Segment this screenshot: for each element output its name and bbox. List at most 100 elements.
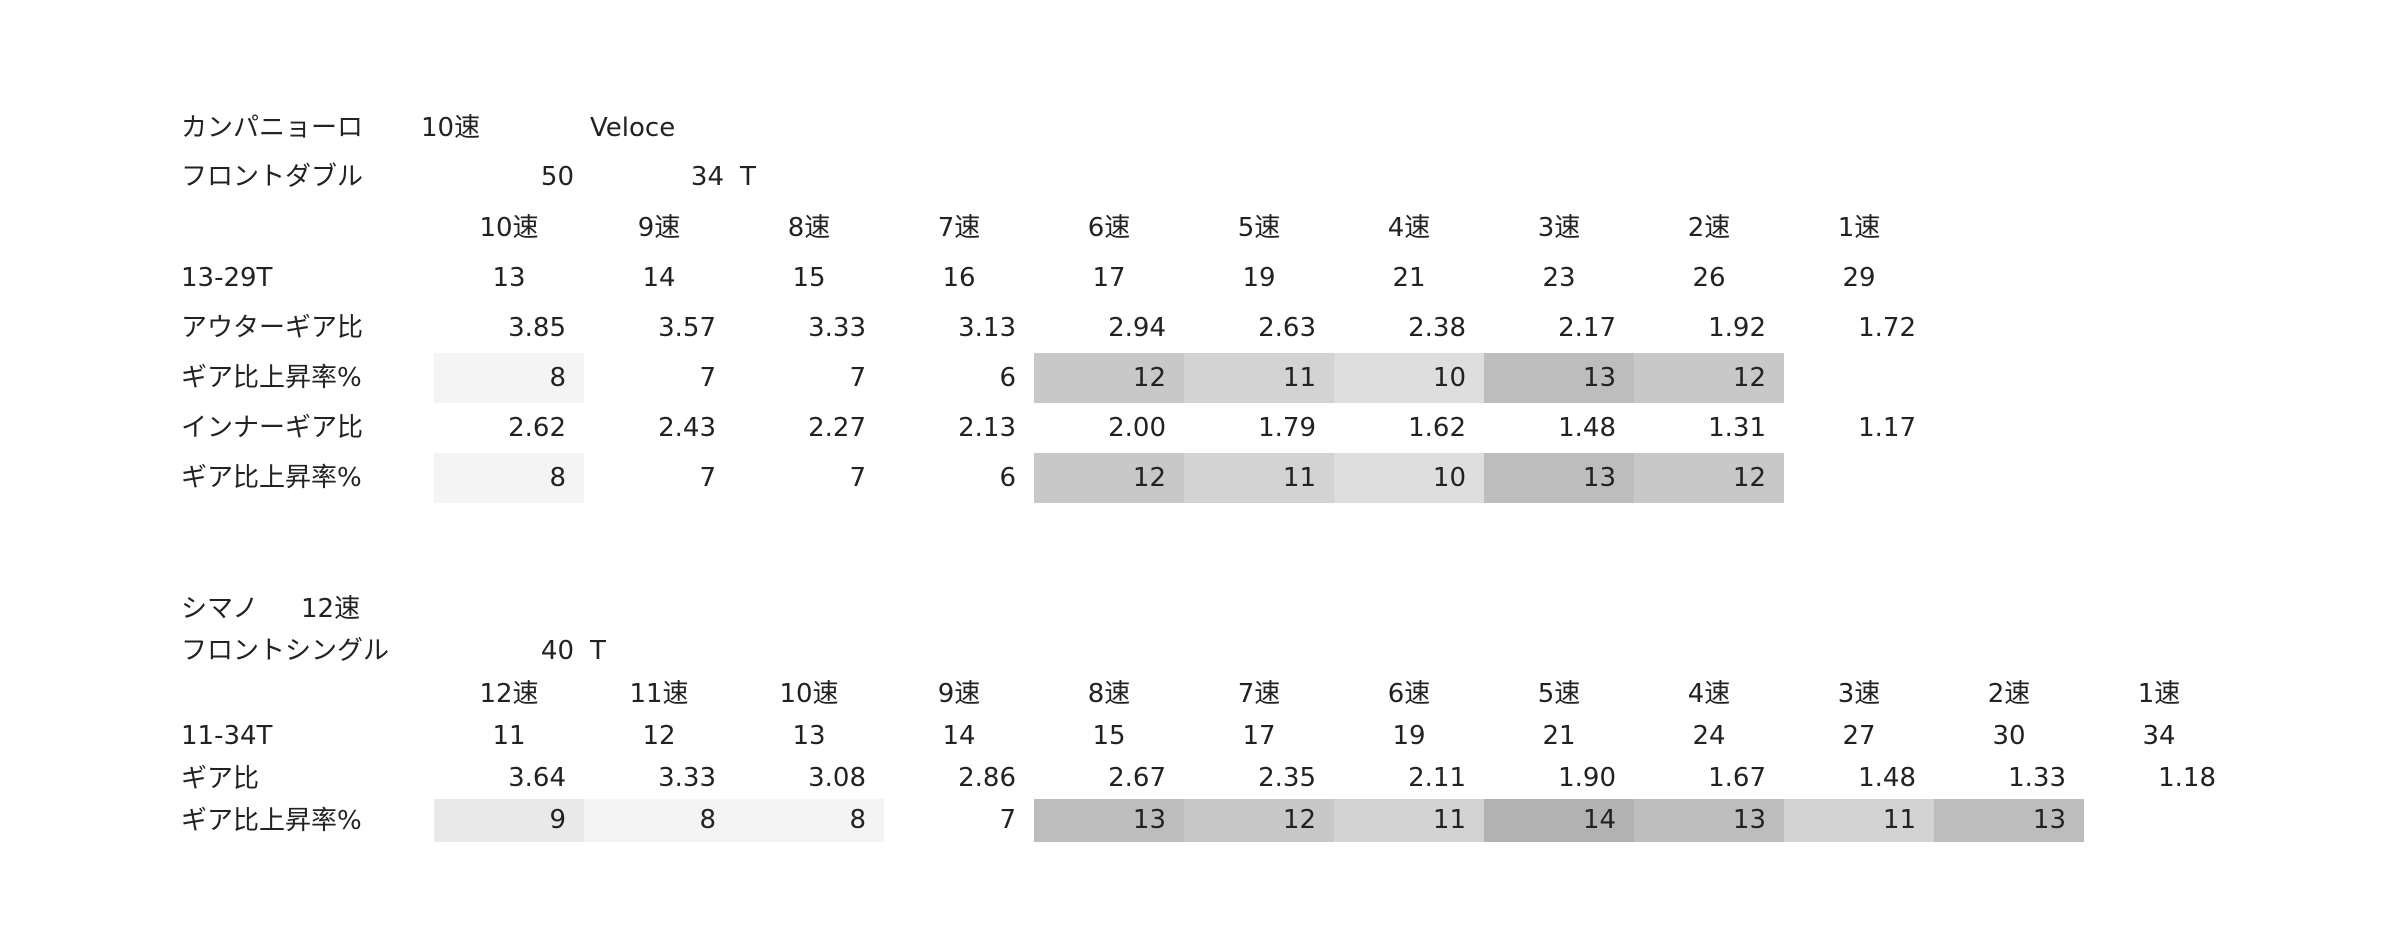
rise-rate: 8 (434, 453, 584, 503)
rise-rate: 12 (1634, 353, 1784, 403)
speed-header: 8速 (787, 213, 831, 243)
gear-ratio: 1.33 (2008, 763, 2066, 794)
speed-header: 9速 (937, 679, 981, 709)
speed-header: 9速 (637, 213, 681, 243)
cog-teeth: 21 (1542, 721, 1576, 752)
title-cell: カンパニョーロ (181, 113, 364, 143)
rise-rate: 11 (1784, 799, 1934, 843)
gear-ratio: 2.35 (1258, 763, 1316, 794)
gear-ratio: 2.86 (958, 763, 1016, 794)
gear-ratio: 1.18 (2158, 763, 2216, 794)
rise-rate: 13 (1484, 453, 1634, 503)
cog-teeth: 30 (1992, 721, 2026, 752)
rise-rate: 7 (734, 453, 884, 503)
cog-teeth: 15 (792, 263, 826, 293)
speed-header: 2速 (1987, 679, 2031, 709)
rise-rate: 13 (1484, 353, 1634, 403)
rise-rate: 8 (734, 799, 884, 843)
gear-ratio: 1.72 (1858, 313, 1916, 343)
gear-ratio: 1.31 (1708, 413, 1766, 443)
gear-ratio: 2.94 (1108, 313, 1166, 343)
speed-header: 2速 (1687, 213, 1731, 243)
rise-rate: 11 (1184, 353, 1334, 403)
gear-ratio: 3.85 (508, 313, 566, 343)
gear-ratio: 3.13 (958, 313, 1016, 343)
gear-ratio: 1.48 (1858, 763, 1916, 794)
front-label: フロントダブル (181, 162, 364, 192)
front-teeth: 34 (690, 162, 724, 192)
cog-teeth: 27 (1842, 721, 1876, 752)
speed-header: 7速 (937, 213, 981, 243)
rise-rate: 12 (1184, 799, 1334, 843)
rise-rate: 12 (1634, 453, 1784, 503)
cog-teeth: 19 (1392, 721, 1426, 752)
row-label: ギア比 (181, 763, 260, 794)
rise-rate: 11 (1184, 453, 1334, 503)
rise-rate: 7 (884, 799, 1034, 843)
rise-rate: 13 (1034, 799, 1184, 843)
speed-header: 3速 (1537, 213, 1581, 243)
speed-header: 11速 (629, 679, 689, 709)
rise-rate: 12 (1034, 453, 1184, 503)
cog-teeth: 19 (1242, 263, 1276, 293)
cog-teeth: 13 (792, 721, 826, 752)
rise-rate: 10 (1334, 453, 1484, 503)
rise-rate: 12 (1034, 353, 1184, 403)
speed-header: 10速 (779, 679, 839, 709)
cog-teeth: 17 (1242, 721, 1276, 752)
speed-header: 1速 (1837, 213, 1881, 243)
gear-ratio: 2.17 (1558, 313, 1616, 343)
gear-ratio: 1.62 (1408, 413, 1466, 443)
cog-teeth: 23 (1542, 263, 1576, 293)
speed-header: 8速 (1087, 679, 1131, 709)
title-cell: 12速 (301, 594, 361, 624)
speed-header: 6速 (1087, 213, 1131, 243)
gear-ratio: 3.33 (658, 763, 716, 794)
cog-teeth: 17 (1092, 263, 1126, 293)
gear-ratio: 3.57 (658, 313, 716, 343)
gear-ratio: 1.17 (1858, 413, 1916, 443)
gear-ratio: 2.11 (1408, 763, 1466, 794)
gear-ratio: 1.92 (1708, 313, 1766, 343)
rise-rate: 7 (734, 353, 884, 403)
rise-rate: 6 (884, 353, 1034, 403)
rise-rate: 10 (1334, 353, 1484, 403)
speed-header: 10速 (479, 213, 539, 243)
gear-ratio: 3.64 (508, 763, 566, 794)
gear-ratio: 2.43 (658, 413, 716, 443)
cog-teeth: 29 (1842, 263, 1876, 293)
rise-rate: 7 (584, 453, 734, 503)
cog-teeth: 21 (1392, 263, 1426, 293)
front-unit: T (590, 636, 606, 666)
speed-header: 4速 (1387, 213, 1431, 243)
title-cell: 10速 (421, 113, 481, 143)
title-cell: Veloce (590, 113, 676, 143)
speed-header: 7速 (1237, 679, 1281, 709)
cog-teeth: 34 (2142, 721, 2176, 752)
front-unit: T (740, 162, 756, 192)
title-cell: シマノ (181, 594, 259, 624)
row-label: ギア比上昇率% (181, 363, 362, 393)
gear-ratio: 1.79 (1258, 413, 1316, 443)
rise-rate: 8 (584, 799, 734, 843)
row-label: ギア比上昇率% (181, 463, 362, 493)
cassette-label: 11-34T (181, 721, 273, 752)
cog-teeth: 14 (942, 721, 976, 752)
gear-ratio: 2.38 (1408, 313, 1466, 343)
speed-header: 3速 (1837, 679, 1881, 709)
front-label: フロントシングル (181, 636, 390, 666)
row-label: インナーギア比 (181, 413, 364, 443)
rise-rate: 9 (434, 799, 584, 843)
gear-ratio: 2.63 (1258, 313, 1316, 343)
rise-rate: 13 (1634, 799, 1784, 843)
cog-teeth: 26 (1692, 263, 1726, 293)
gear-ratio: 2.13 (958, 413, 1016, 443)
cog-teeth: 14 (642, 263, 676, 293)
speed-header: 12速 (479, 679, 539, 709)
gear-ratio: 1.67 (1708, 763, 1766, 794)
cassette-label: 13-29T (181, 263, 273, 293)
gear-ratio: 3.08 (808, 763, 866, 794)
gear-ratio: 1.90 (1558, 763, 1616, 794)
gear-ratio: 3.33 (808, 313, 866, 343)
